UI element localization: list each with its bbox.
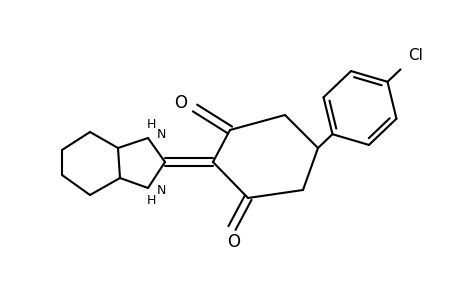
- Text: N: N: [156, 128, 165, 142]
- Text: N: N: [156, 184, 165, 197]
- Text: O: O: [174, 94, 187, 112]
- Text: H: H: [146, 194, 155, 208]
- Text: O: O: [227, 233, 240, 251]
- Text: Cl: Cl: [407, 48, 422, 63]
- Text: H: H: [146, 118, 155, 131]
